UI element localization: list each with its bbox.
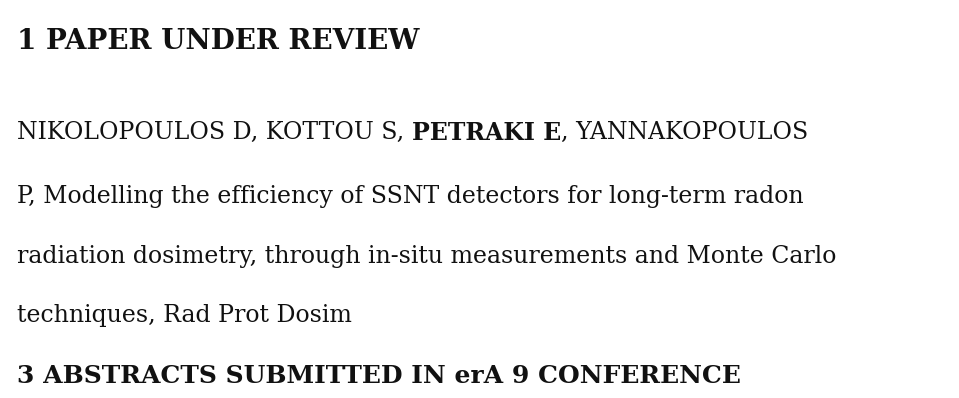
Text: , YANNAKOPOULOS: , YANNAKOPOULOS bbox=[561, 121, 808, 144]
Text: P, Modelling the efficiency of SSNT detectors for long-term radon: P, Modelling the efficiency of SSNT dete… bbox=[17, 185, 804, 208]
Text: techniques, Rad Prot Dosim: techniques, Rad Prot Dosim bbox=[17, 304, 352, 328]
Text: radiation dosimetry, through in-situ measurements and Monte Carlo: radiation dosimetry, through in-situ mea… bbox=[17, 245, 836, 268]
Text: 1 PAPER UNDER REVIEW: 1 PAPER UNDER REVIEW bbox=[17, 28, 420, 55]
Text: PETRAKI E: PETRAKI E bbox=[412, 121, 561, 145]
Text: 3 ABSTRACTS SUBMITTED IN erA 9 CONFERENCE: 3 ABSTRACTS SUBMITTED IN erA 9 CONFERENC… bbox=[17, 364, 741, 388]
Text: NIKOLOPOULOS D, KOTTOU S,: NIKOLOPOULOS D, KOTTOU S, bbox=[17, 121, 412, 144]
